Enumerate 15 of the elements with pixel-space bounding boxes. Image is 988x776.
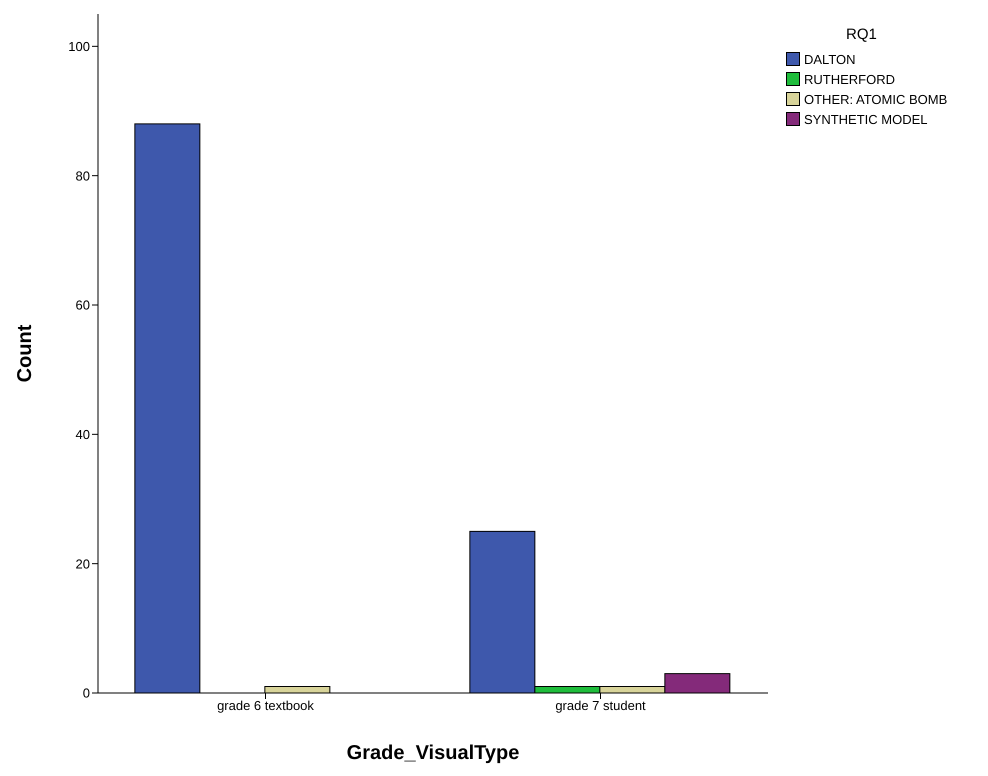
legend-label: DALTON — [804, 52, 856, 66]
y-tick-label: 60 — [76, 298, 90, 313]
y-tick-label: 20 — [76, 556, 90, 572]
legend-label: RUTHERFORD — [804, 72, 895, 86]
legend-label: SYNTHETIC MODEL — [804, 112, 928, 126]
legend-label: OTHER: ATOMIC BOMB — [804, 92, 948, 106]
x-axis-title: Grade_VisualType — [346, 742, 520, 764]
legend-title: RQ1 — [846, 26, 878, 43]
y-tick-label: 0 — [82, 686, 90, 701]
y-tick-label: 80 — [76, 168, 90, 184]
x-tick-label: grade 7 student — [555, 698, 646, 714]
y-tick-label: 100 — [68, 38, 90, 54]
x-tick-label: grade 6 textbook — [217, 698, 314, 714]
y-tick-label: 40 — [76, 426, 90, 442]
y-axis-title: Count — [14, 324, 36, 382]
